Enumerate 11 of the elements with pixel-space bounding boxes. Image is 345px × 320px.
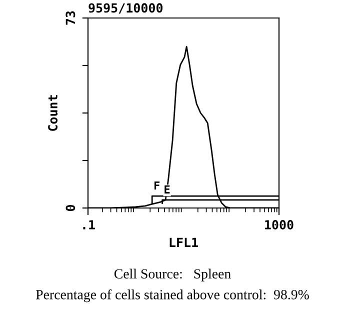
y-tick-label: 73 bbox=[66, 11, 76, 25]
text: Cell Source: Spleen bbox=[114, 268, 231, 282]
x-tick-label: 1000 bbox=[265, 220, 294, 230]
y-axis-title: Count bbox=[48, 95, 58, 131]
x-tick-label: .1 bbox=[83, 220, 95, 230]
chart-title: 9595/10000 bbox=[88, 3, 163, 14]
y-tick-label: 0 bbox=[66, 204, 76, 212]
text: Percentage of cells stained above control: 98.9% bbox=[36, 289, 309, 302]
annotation: E bbox=[164, 185, 170, 194]
annotation: F bbox=[154, 181, 160, 190]
x-axis-title: LFL1 bbox=[170, 238, 198, 247]
